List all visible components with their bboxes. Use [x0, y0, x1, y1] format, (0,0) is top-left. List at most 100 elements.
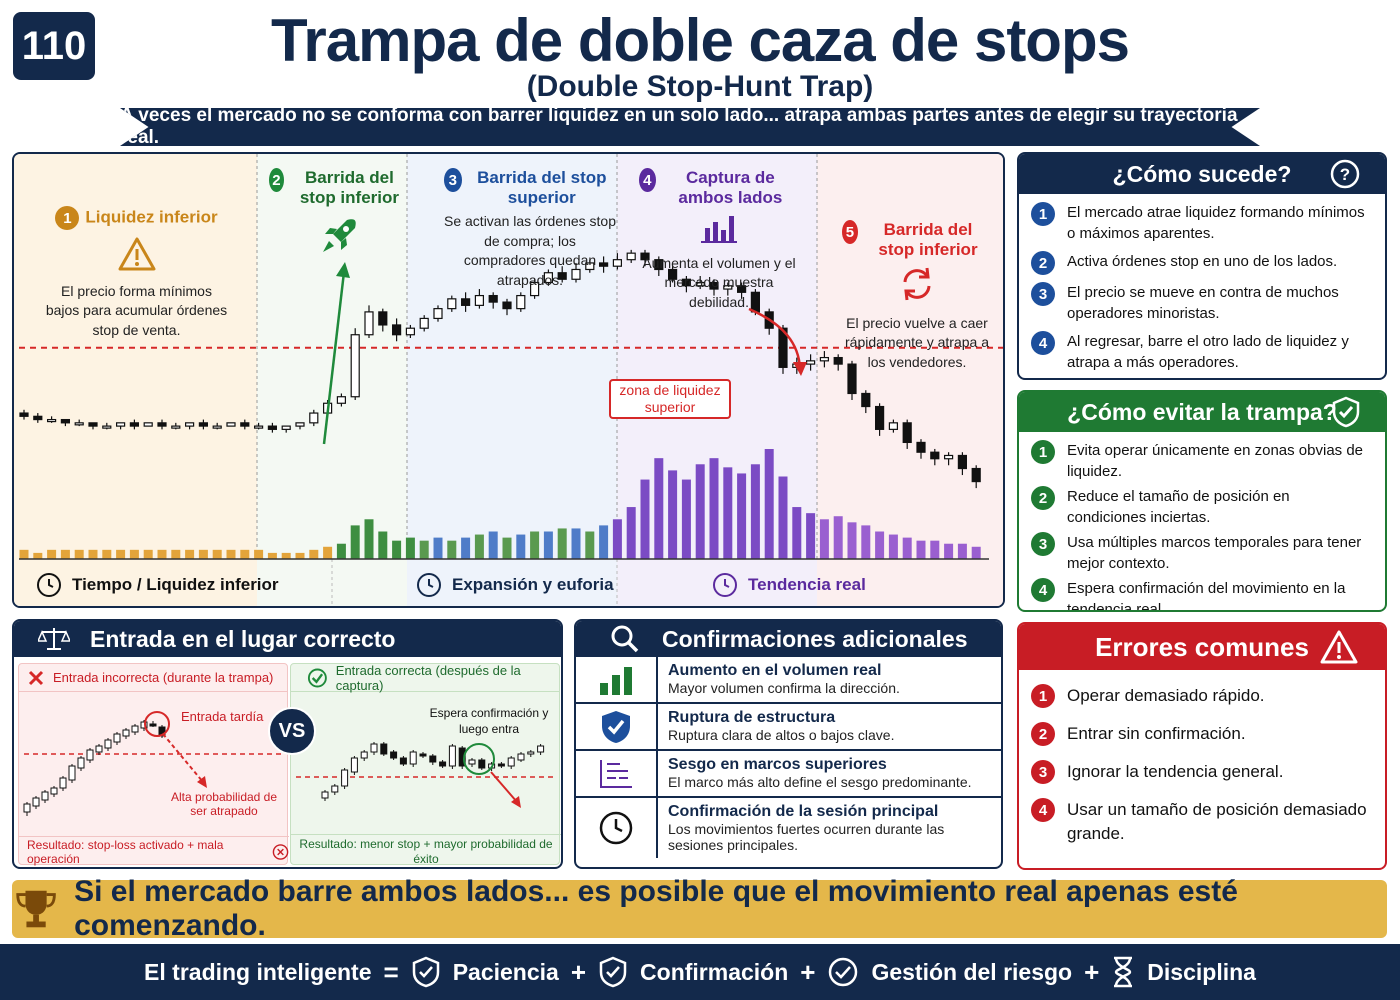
mini-candle-body — [507, 757, 515, 767]
volume-bar — [267, 552, 277, 559]
confirm-row: Aumento en el volumen real Mayor volumen … — [576, 657, 1001, 704]
how-item: 1 El mercado atrae liquidez formando míni… — [1031, 202, 1373, 244]
phase-2-title: Barrida del stop inferior — [299, 168, 399, 207]
mini-candle-body — [113, 733, 121, 743]
avoid-badge: 3 — [1031, 532, 1055, 556]
avoid-item-text: Evita operar únicamente en zonas obvias … — [1067, 442, 1364, 480]
volume-bar — [378, 531, 388, 559]
mini-candle-body — [360, 751, 368, 759]
error-item-text: Operar demasiado rápido. — [1067, 686, 1265, 705]
candle-body — [115, 422, 126, 427]
volume-bar — [778, 476, 788, 559]
candle-body — [874, 405, 885, 430]
time-label-2: Expansión y euforia — [416, 572, 614, 598]
volume-bar — [944, 543, 954, 559]
shield-check-icon — [599, 956, 627, 988]
candle-body — [281, 425, 291, 430]
svg-text:?: ? — [1340, 165, 1350, 184]
footer-item-risk: Gestión del riesgo — [871, 958, 1073, 985]
candle-body — [185, 422, 195, 427]
avoid-item-text: Espera confirmación del movimiento en la… — [1067, 580, 1346, 612]
candle-body — [60, 418, 71, 424]
volume-bar — [33, 552, 43, 559]
mini-candle-body — [439, 761, 447, 767]
candle-body — [930, 451, 940, 460]
candle-body — [529, 281, 540, 297]
banner-text: Si el mercado barre ambos lados... es po… — [74, 875, 1238, 942]
volume-bar — [405, 537, 415, 559]
sweep-up-arrowhead — [336, 262, 350, 278]
confirm-row: Ruptura de estructura Ruptura clara de al… — [576, 704, 1001, 751]
candle-body — [681, 278, 692, 287]
volume-bar — [847, 522, 857, 559]
wrong-result: Resultado: stop-loss activado + mala ope… — [19, 836, 289, 866]
clock-icon — [599, 811, 633, 845]
clock-icon — [417, 573, 441, 597]
mini-candle-body — [468, 759, 476, 765]
candle-body — [819, 356, 830, 362]
phase-5: 5 Barrida del stop inferior El precio vue… — [842, 220, 992, 372]
avoid-item: 3 Usa múltiples marcos temporales para te… — [1031, 532, 1373, 574]
volume-bar — [833, 516, 843, 559]
avoid-badge: 1 — [1031, 440, 1055, 464]
how-title: ¿Cómo sucede? — [1112, 160, 1292, 187]
volume-bar — [543, 531, 553, 559]
trap-arrow — [162, 733, 204, 783]
confirmation-circle — [463, 743, 495, 775]
mini-candle-body — [50, 787, 58, 795]
candle-body — [571, 268, 581, 280]
phase-1-title: Liquidez inferior — [85, 207, 218, 227]
volume-bar — [599, 525, 609, 559]
time-label-2-text: Expansión y euforia — [452, 575, 614, 594]
how-item: 2 Activa órdenes stop en uno de los lados… — [1031, 251, 1373, 275]
candle-body — [695, 281, 705, 287]
warning-icon — [118, 237, 155, 271]
confirmation-entry-label: Espera confirmación y luego entra — [429, 706, 549, 736]
volume-bar — [626, 507, 636, 559]
phase-5-title: Barrida del stop inferior — [878, 220, 978, 259]
volume-bar — [488, 531, 498, 559]
volume-bar — [571, 528, 581, 559]
phase-4-text: Aumenta el volumen y el mercado muestra … — [642, 254, 796, 310]
balance-scale-icon — [38, 628, 70, 650]
mini-candle-body — [41, 791, 49, 801]
candle-body — [254, 425, 264, 429]
volume-bar — [129, 549, 139, 559]
volume-bar — [461, 537, 471, 559]
candle-body — [46, 418, 57, 423]
candle-body — [157, 422, 167, 427]
hourglass-icon — [1114, 956, 1133, 988]
mini-candle-body — [517, 753, 525, 761]
mini-candle-body — [350, 757, 358, 773]
intro-ribbon: A veces el mercado no se conforma con ba… — [120, 108, 1260, 146]
candle-body — [212, 425, 222, 429]
phase-2-badge: 2 — [269, 168, 284, 192]
mini-candle-body — [104, 739, 112, 749]
how-badge: 2 — [1031, 251, 1055, 275]
confirmations-panel: Confirmaciones adicionales Aumento en el… — [574, 619, 1003, 869]
avoid-trap-panel: ¿Cómo evitar la trampa? 1 Evita operar ún… — [1017, 390, 1387, 612]
candle-body — [778, 327, 788, 368]
avoid-item: 4 Espera confirmación del movimiento en l… — [1031, 578, 1373, 612]
how-badge: 4 — [1031, 331, 1055, 355]
trap-probability-note: Alta probabilidad de ser atrapado — [170, 790, 278, 819]
candle-body — [488, 294, 498, 303]
candle-body — [171, 425, 181, 429]
footer-lead: El trading inteligente — [144, 958, 372, 985]
sweep-down-arrow — [748, 307, 802, 370]
volume-bar — [585, 531, 595, 559]
footer-plus: + — [800, 956, 816, 987]
volume-bars-icon — [701, 216, 737, 243]
volume-bar — [654, 458, 664, 559]
mini-candle-body — [370, 743, 378, 753]
page-subtitle: (Double Stop-Hunt Trap) — [526, 70, 874, 103]
errors-header: Errores comunes — [1019, 624, 1385, 670]
avoid-badge: 4 — [1031, 578, 1055, 602]
mini-candle-body — [419, 753, 427, 757]
volume-bar — [143, 549, 153, 559]
confirm-row: Confirmación de la sesión principal Los m… — [576, 798, 1001, 858]
avoid-item-text: Usa múltiples marcos temporales para ten… — [1067, 534, 1362, 572]
mini-candle-body — [23, 803, 31, 813]
mini-candle-body — [448, 745, 456, 767]
phase-1: 1 Liquidez inferior El precio forma mínim… — [44, 206, 229, 340]
